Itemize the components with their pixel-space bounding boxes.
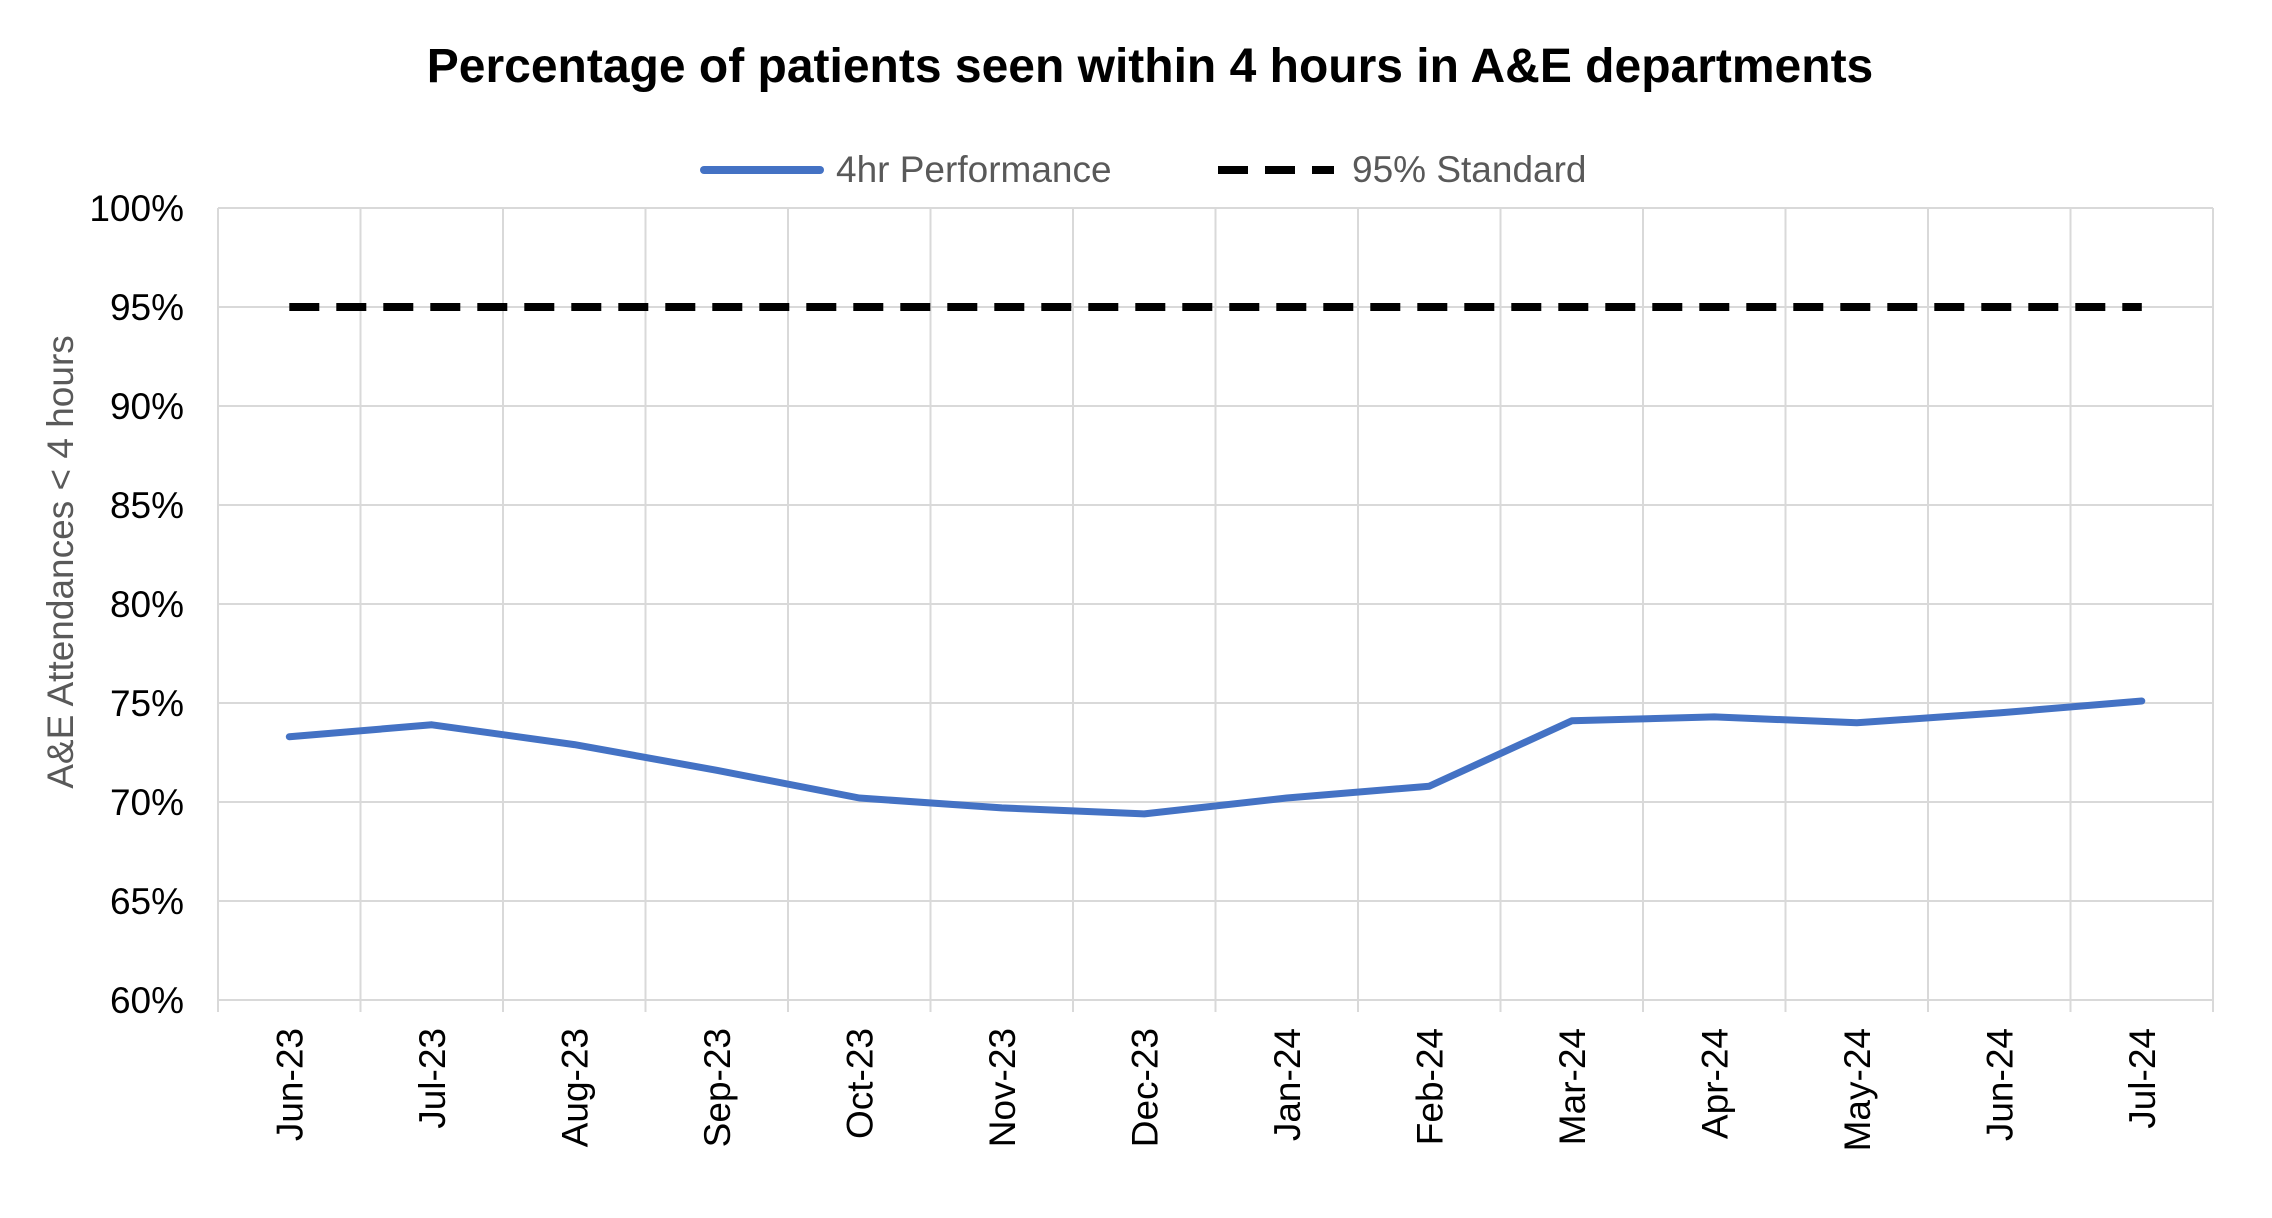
gridlines bbox=[217, 207, 2214, 1001]
x-tick-label: Oct-23 bbox=[839, 1028, 880, 1139]
data-point-95-standard bbox=[1283, 304, 1290, 311]
data-point-95-standard bbox=[286, 304, 293, 311]
x-tick-label: Mar-24 bbox=[1552, 1028, 1593, 1145]
x-tick-label: Aug-23 bbox=[554, 1028, 595, 1147]
data-point-95-standard bbox=[2138, 304, 2145, 311]
x-tick-label: Apr-24 bbox=[1694, 1028, 1735, 1139]
y-tick-label: 95% bbox=[110, 287, 184, 328]
data-point-4hr-performance bbox=[428, 721, 435, 728]
data-point-95-standard bbox=[1426, 304, 1433, 311]
legend-label-4hr-performance: 4hr Performance bbox=[836, 149, 1112, 190]
axes: 60% 65% 70% 75% 80% 85% 90% 95% 100% Jun-23 Jul-23… bbox=[89, 188, 2214, 1151]
data-point-4hr-performance bbox=[1426, 783, 1433, 790]
data-point-95-standard bbox=[1141, 304, 1148, 311]
data-point-4hr-performance bbox=[1853, 719, 1860, 726]
series bbox=[285, 303, 2146, 818]
data-point-95-standard bbox=[428, 304, 435, 311]
data-point-4hr-performance bbox=[713, 767, 720, 774]
data-point-95-standard bbox=[998, 304, 1005, 311]
series-line-4hr-performance bbox=[285, 697, 2146, 818]
y-tick-label: 60% bbox=[110, 980, 184, 1021]
y-tick-label: 75% bbox=[110, 683, 184, 724]
data-point-95-standard bbox=[1996, 304, 2003, 311]
data-point-4hr-performance bbox=[2138, 698, 2145, 705]
x-tick-label: Nov-23 bbox=[982, 1028, 1023, 1147]
data-point-95-standard bbox=[856, 304, 863, 311]
legend-label-95-standard: 95% Standard bbox=[1352, 149, 1587, 190]
data-point-4hr-performance bbox=[1568, 717, 1575, 724]
x-tick-label: Feb-24 bbox=[1409, 1028, 1450, 1145]
data-point-95-standard bbox=[1853, 304, 1860, 311]
legend: 4hr Performance 95% Standard bbox=[700, 149, 1587, 190]
x-tick-label: Sep-23 bbox=[697, 1028, 738, 1147]
x-tick-label: Jun-23 bbox=[269, 1028, 310, 1141]
data-point-95-standard bbox=[1711, 304, 1718, 311]
data-point-4hr-performance bbox=[856, 795, 863, 802]
x-tick-label: Dec-23 bbox=[1124, 1028, 1165, 1147]
data-point-95-standard bbox=[1568, 304, 1575, 311]
data-point-4hr-performance bbox=[286, 733, 293, 740]
data-point-4hr-performance bbox=[1283, 795, 1290, 802]
y-tick-label: 100% bbox=[89, 188, 184, 229]
data-point-4hr-performance bbox=[1141, 810, 1148, 817]
y-tick-label: 80% bbox=[110, 584, 184, 625]
x-tick-label: Jul-23 bbox=[412, 1028, 453, 1129]
data-point-4hr-performance bbox=[1711, 713, 1718, 720]
y-tick-label: 65% bbox=[110, 881, 184, 922]
y-tick-label: 85% bbox=[110, 485, 184, 526]
y-axis-title: A&E Attendances < 4 hours bbox=[40, 335, 81, 789]
x-tick-label: Jan-24 bbox=[1267, 1028, 1308, 1141]
data-point-4hr-performance bbox=[571, 741, 578, 748]
data-point-95-standard bbox=[571, 304, 578, 311]
chart-title: Percentage of patients seen within 4 hou… bbox=[427, 40, 1874, 93]
data-point-95-standard bbox=[713, 304, 720, 311]
x-tick-label: Jul-24 bbox=[2122, 1028, 2163, 1129]
x-tick-label: May-24 bbox=[1837, 1028, 1878, 1151]
y-tick-label: 70% bbox=[110, 782, 184, 823]
y-tick-label: 90% bbox=[110, 386, 184, 427]
data-point-4hr-performance bbox=[998, 804, 1005, 811]
x-tick-label: Jun-24 bbox=[1979, 1028, 2020, 1141]
data-point-4hr-performance bbox=[1996, 709, 2003, 716]
